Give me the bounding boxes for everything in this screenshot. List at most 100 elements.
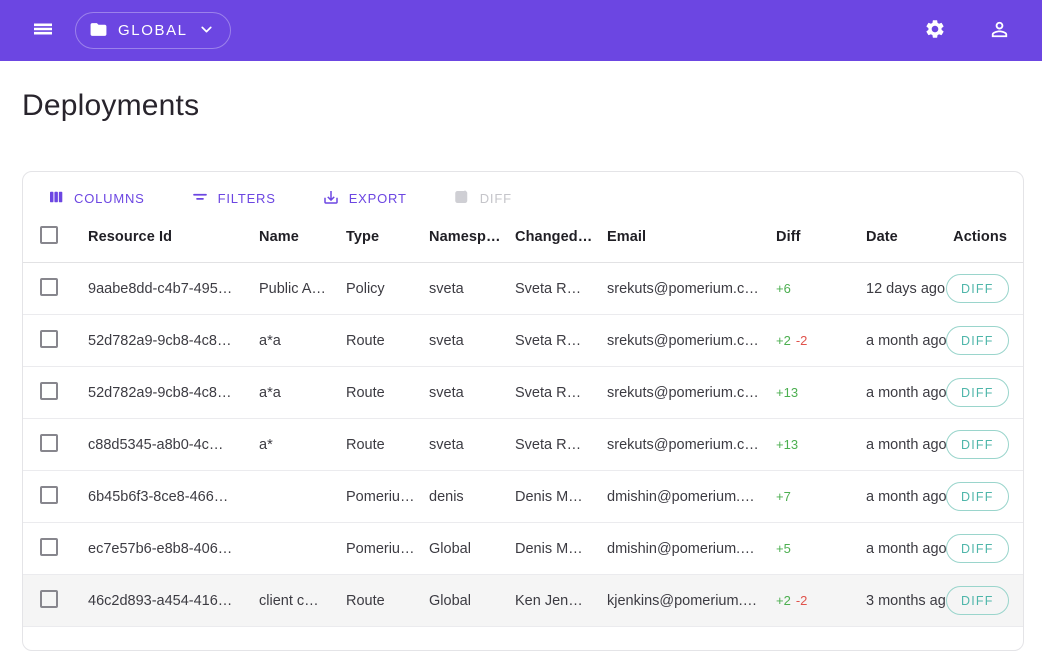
- cell-email: srekuts@pomerium.c…: [607, 436, 759, 453]
- row-checkbox[interactable]: [40, 537, 58, 556]
- cell-resource-id: 52d782a9-9cb8-4c8…: [88, 332, 232, 349]
- table-row[interactable]: 52d782a9-9cb8-4c8… a*a Route sveta Sveta…: [23, 315, 1023, 367]
- table-row[interactable]: 46c2d893-a454-416… client c… Route Globa…: [23, 575, 1023, 627]
- namespace-label: GLOBAL: [118, 22, 188, 39]
- cell-date: a month ago: [866, 436, 946, 453]
- main-content: Deployments COLUMNS FILTERS EXPORT: [0, 61, 1042, 651]
- gear-icon: [924, 18, 946, 43]
- account-button[interactable]: [988, 18, 1011, 44]
- cell-resource-id: 46c2d893-a454-416…: [88, 592, 233, 609]
- export-button-label: EXPORT: [348, 191, 407, 206]
- select-all-checkbox[interactable]: [40, 226, 58, 244]
- row-checkbox[interactable]: [40, 277, 58, 296]
- cell-diff: +5: [776, 541, 866, 556]
- cell-resource-id: 52d782a9-9cb8-4c8…: [88, 384, 232, 401]
- cell-date: 3 months ago: [866, 592, 946, 609]
- diff-added-value: +7: [776, 489, 791, 504]
- row-diff-button[interactable]: DIFF: [946, 430, 1009, 459]
- table-row[interactable]: 6b45b6f3-8ce8-466… Pomeriu… denis Denis …: [23, 471, 1023, 523]
- table-row[interactable]: c88d5345-a8b0-4c… a* Route sveta Sveta R…: [23, 419, 1023, 471]
- cell-actions: DIFF: [946, 274, 1023, 303]
- header-diff: Diff: [776, 229, 801, 245]
- cell-email: dmishin@pomerium.…: [607, 540, 755, 557]
- filters-button[interactable]: FILTERS: [185, 184, 282, 213]
- cell-namespace: sveta: [429, 384, 464, 401]
- menu-button[interactable]: [31, 17, 55, 44]
- cell-resource-id: c88d5345-a8b0-4c…: [88, 436, 224, 453]
- cell-email: kjenkins@pomerium.…: [607, 592, 758, 609]
- diff-button-label: DIFF: [479, 191, 512, 206]
- cell-date: 12 days ago: [866, 280, 946, 297]
- columns-button-label: COLUMNS: [74, 191, 145, 206]
- row-diff-button[interactable]: DIFF: [946, 274, 1009, 303]
- cell-changed-by: Denis M…: [515, 540, 583, 557]
- cell-actions: DIFF: [946, 482, 1023, 511]
- cell-name: a*: [259, 436, 273, 453]
- namespace-selector[interactable]: GLOBAL: [75, 12, 231, 49]
- cell-namespace: sveta: [429, 280, 464, 297]
- table-row[interactable]: 52d782a9-9cb8-4c8… a*a Route sveta Sveta…: [23, 367, 1023, 419]
- row-diff-button[interactable]: DIFF: [946, 482, 1009, 511]
- diff-added-value: +5: [776, 541, 791, 556]
- filters-button-label: FILTERS: [217, 191, 276, 206]
- header-name: Name: [259, 229, 299, 245]
- row-diff-button[interactable]: DIFF: [946, 378, 1009, 407]
- cell-resource-id: 9aabe8dd-c4b7-495…: [88, 280, 233, 297]
- header-actions: Actions: [953, 229, 1007, 245]
- table-row[interactable]: ec7e57b6-e8b8-406… Pomeriu… Global Denis…: [23, 523, 1023, 575]
- chevron-down-icon: [198, 21, 215, 41]
- row-diff-button[interactable]: DIFF: [946, 326, 1009, 355]
- cell-date: a month ago: [866, 540, 946, 557]
- header-resource-id: Resource Id: [88, 229, 173, 245]
- cell-diff: +7: [776, 489, 866, 504]
- filter-icon: [191, 188, 209, 209]
- cell-email: srekuts@pomerium.c…: [607, 384, 759, 401]
- settings-button[interactable]: [924, 18, 946, 43]
- deployments-table: Resource Id Name Type Namesp… Changed… E…: [23, 212, 1023, 627]
- cell-date: a month ago: [866, 384, 946, 401]
- columns-button[interactable]: COLUMNS: [41, 184, 151, 213]
- edit-icon: [453, 188, 471, 209]
- table-header-row: Resource Id Name Type Namesp… Changed… E…: [23, 212, 1023, 263]
- cell-namespace: denis: [429, 488, 464, 505]
- row-diff-button[interactable]: DIFF: [946, 534, 1009, 563]
- cell-changed-by: Denis M…: [515, 488, 583, 505]
- row-checkbox[interactable]: [40, 433, 58, 452]
- cell-changed-by: Sveta R…: [515, 280, 582, 297]
- diff-removed-value: -2: [795, 333, 808, 348]
- person-icon: [988, 18, 1011, 44]
- cell-name: client c…: [259, 592, 319, 609]
- diff-added-value: +2: [776, 333, 791, 348]
- cell-diff: +13: [776, 437, 866, 452]
- diff-button[interactable]: DIFF: [447, 184, 518, 213]
- cell-diff: +6: [776, 281, 866, 296]
- row-checkbox[interactable]: [40, 485, 58, 504]
- row-diff-button[interactable]: DIFF: [946, 586, 1009, 615]
- table-row[interactable]: 9aabe8dd-c4b7-495… Public A… Policy svet…: [23, 263, 1023, 315]
- columns-icon: [47, 188, 65, 209]
- cell-namespace: Global: [429, 592, 471, 609]
- cell-changed-by: Sveta R…: [515, 384, 582, 401]
- diff-added-value: +2: [776, 593, 791, 608]
- cell-email: srekuts@pomerium.c…: [607, 332, 759, 349]
- row-checkbox[interactable]: [40, 329, 58, 348]
- header-email: Email: [607, 229, 647, 245]
- cell-type: Policy: [346, 280, 385, 297]
- table-toolbar: COLUMNS FILTERS EXPORT DIFF: [23, 172, 1023, 212]
- cell-namespace: sveta: [429, 436, 464, 453]
- row-checkbox[interactable]: [40, 381, 58, 400]
- cell-type: Pomeriu…: [346, 540, 415, 557]
- header-type: Type: [346, 229, 380, 245]
- table-body: 9aabe8dd-c4b7-495… Public A… Policy svet…: [23, 263, 1023, 627]
- app-bar: GLOBAL: [0, 0, 1042, 61]
- cell-resource-id: 6b45b6f3-8ce8-466…: [88, 488, 229, 505]
- cell-changed-by: Sveta R…: [515, 332, 582, 349]
- hamburger-icon: [31, 17, 55, 44]
- diff-added-value: +6: [776, 281, 791, 296]
- download-icon: [322, 188, 340, 209]
- export-button[interactable]: EXPORT: [316, 184, 413, 213]
- row-checkbox[interactable]: [40, 589, 58, 608]
- cell-name: Public A…: [259, 280, 326, 297]
- cell-name: a*a: [259, 384, 281, 401]
- cell-actions: DIFF: [946, 378, 1023, 407]
